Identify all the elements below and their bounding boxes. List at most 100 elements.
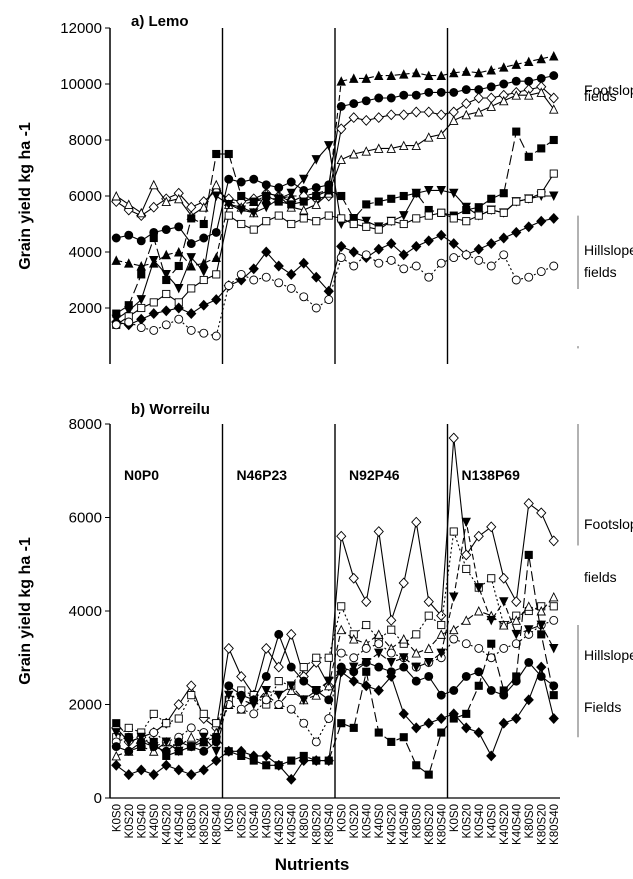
data-point xyxy=(449,527,458,536)
data-point xyxy=(387,194,396,203)
data-point xyxy=(386,93,396,103)
data-point xyxy=(549,71,559,81)
data-point xyxy=(449,634,459,644)
data-point xyxy=(362,200,371,209)
data-point xyxy=(549,261,559,271)
series-line xyxy=(228,657,329,706)
group-label: N0P0 xyxy=(124,467,159,483)
data-point xyxy=(486,64,496,75)
data-point xyxy=(324,211,333,220)
data-point xyxy=(411,67,421,78)
data-point xyxy=(387,737,396,746)
data-point xyxy=(186,325,196,335)
data-point xyxy=(136,295,146,305)
data-point xyxy=(348,246,359,258)
data-point xyxy=(286,268,297,280)
data-point xyxy=(411,662,421,673)
data-point xyxy=(199,258,209,268)
data-point xyxy=(361,643,371,653)
data-point xyxy=(212,270,221,279)
data-point xyxy=(274,629,284,639)
data-point xyxy=(261,686,271,696)
data-point xyxy=(199,275,208,285)
data-point xyxy=(336,666,347,678)
data-point xyxy=(199,737,208,746)
data-point xyxy=(161,759,172,771)
x-tick-label: K40S40 xyxy=(511,804,523,845)
data-point xyxy=(399,140,409,151)
data-point xyxy=(286,662,296,672)
data-point xyxy=(548,535,559,547)
y-tick-label: 6000 xyxy=(69,188,102,205)
data-point xyxy=(174,747,183,756)
data-point xyxy=(111,728,121,738)
data-point xyxy=(474,643,484,653)
x-tick-label: K80S40 xyxy=(549,804,561,845)
data-point xyxy=(499,250,509,260)
data-point xyxy=(198,764,209,776)
annotation-label: Footslope xyxy=(584,516,633,532)
data-point xyxy=(437,620,446,630)
data-point xyxy=(386,143,396,153)
data-point xyxy=(474,667,484,677)
data-point xyxy=(336,76,346,86)
data-point xyxy=(323,755,334,767)
data-point xyxy=(524,76,534,86)
data-point xyxy=(436,185,446,196)
data-point xyxy=(524,272,534,282)
data-point xyxy=(274,183,284,193)
data-point xyxy=(299,718,309,728)
data-point xyxy=(473,727,484,739)
data-point xyxy=(474,203,483,212)
data-point xyxy=(148,201,159,213)
data-point xyxy=(373,685,384,696)
y-tick-label: 8000 xyxy=(69,132,102,149)
y-axis-label: Grain yield kg ha -1 xyxy=(17,122,34,270)
data-point xyxy=(374,648,384,659)
data-point xyxy=(436,129,446,139)
data-point xyxy=(273,759,284,771)
data-point xyxy=(148,308,159,320)
data-point xyxy=(212,733,221,742)
data-point xyxy=(199,233,209,243)
data-point xyxy=(549,602,558,611)
y-tick-label: 4000 xyxy=(69,603,102,620)
data-point xyxy=(512,127,521,136)
data-point xyxy=(374,728,383,737)
data-point xyxy=(112,719,121,728)
data-point xyxy=(499,686,508,695)
data-point xyxy=(449,214,458,223)
data-point xyxy=(487,639,496,648)
data-point xyxy=(487,574,496,583)
data-point xyxy=(249,709,259,719)
data-point xyxy=(512,197,521,206)
y-tick-label: 6000 xyxy=(69,510,102,527)
data-point xyxy=(249,174,259,184)
data-point xyxy=(199,746,209,756)
data-point xyxy=(299,197,308,206)
data-point xyxy=(274,278,284,288)
data-point xyxy=(498,717,509,729)
data-point xyxy=(461,66,471,76)
data-point xyxy=(162,751,171,760)
data-point xyxy=(361,680,372,692)
data-point xyxy=(187,284,196,293)
data-point xyxy=(211,746,221,757)
data-point xyxy=(511,275,521,285)
x-tick-label: K40S0 xyxy=(374,804,386,839)
data-point xyxy=(198,299,209,311)
x-tick-label: K40S20 xyxy=(161,804,173,845)
data-point xyxy=(312,653,321,662)
data-point xyxy=(161,196,171,207)
data-point xyxy=(449,67,459,78)
y-tick-label: 0 xyxy=(94,790,102,807)
data-point xyxy=(399,733,408,742)
data-point xyxy=(498,572,509,584)
data-point xyxy=(374,258,384,268)
data-point xyxy=(161,737,171,747)
data-point xyxy=(248,263,259,275)
data-point xyxy=(298,257,309,269)
annotation-label: Hillslope xyxy=(584,242,633,258)
series-line xyxy=(116,251,217,267)
data-point xyxy=(511,226,522,238)
